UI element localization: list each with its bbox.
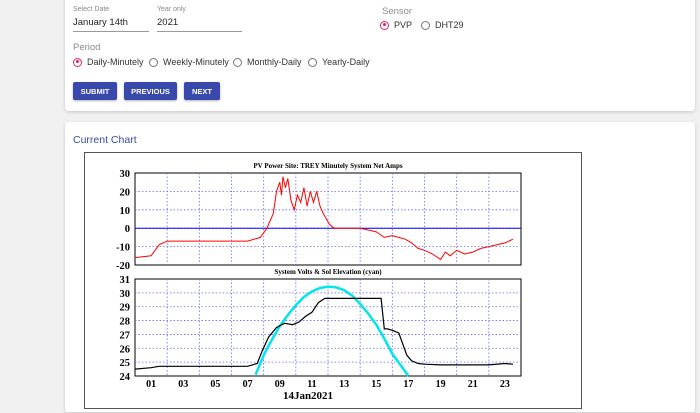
sensor-radio-dht29[interactable]: DHT29 [421,20,464,30]
x-tick-label: 03 [178,379,188,390]
period-label: Period [73,42,101,53]
year-input[interactable]: 2021 [157,17,179,28]
chart-image: 30 20 10 0 -10 -20 PV Power Site: TREY Minutel… [84,152,582,409]
x-tick-label: 17 [403,379,413,390]
date-label: Select Date [73,6,110,13]
x-tick-label: 01 [146,379,156,390]
y-tick-label: 31 [120,275,131,286]
y-tick-label: -10 [116,243,130,254]
y-tick-label: 25 [120,358,131,369]
previous-button[interactable]: PREVIOUS [124,82,177,100]
year-input-underline [157,31,242,32]
period-radio-label: Weekly-Minutely [163,57,229,67]
net-amps-series-line [134,176,514,261]
x-tick-label: 09 [275,379,285,390]
x-axis-label: 14Jan2021 [283,390,333,402]
y-tick-label: 30 [120,289,131,300]
period-radio-monthly-daily[interactable]: Monthly-Daily [233,57,302,67]
sensor-radio-label: PVP [394,20,413,30]
x-tick-label: 21 [468,379,478,390]
next-button[interactable]: NEXT [184,82,220,100]
x-tick-label: 13 [339,379,349,390]
radio-unchecked-icon [308,57,317,67]
y-tick-label: 26 [120,344,131,355]
y-tick-label: 24 [120,372,131,383]
x-tick-label: 19 [436,379,446,390]
x-tick-label: 07 [243,379,253,390]
period-radio-label: Yearly-Daily [322,57,370,67]
x-tick-label: 23 [500,379,510,390]
system-volts-series-line [134,297,514,370]
year-label: Year only [157,6,186,13]
date-input-underline [73,31,149,32]
sol-elevation-series-line [254,285,410,377]
current-chart-title: Current Chart [73,134,137,146]
y-tick-label: 28 [120,317,131,328]
x-tick-label: 11 [307,379,316,390]
radio-unchecked-icon [233,57,242,67]
period-radio-daily-minutely[interactable]: Daily-Minutely [73,57,144,67]
sensor-radio-label: DHT29 [435,20,464,30]
period-radio-label: Daily-Minutely [87,57,144,67]
chart-svg: 30 20 10 0 -10 -20 PV Power Site: TREY Minutel… [116,162,522,402]
y-tick-label: 0 [125,224,130,235]
sensor-radio-pvp[interactable]: PVP [380,20,412,30]
sensor-label: Sensor [382,6,413,17]
y-tick-label: 30 [120,169,131,180]
date-input[interactable]: January 14th [73,17,128,28]
radio-checked-icon [380,20,389,30]
y-tick-label: 29 [120,303,131,314]
period-radio-yearly-daily[interactable]: Yearly-Daily [308,57,370,67]
y-tick-label: 27 [120,330,131,341]
chart-title: System Volts & Sol Elevation (cyan) [274,268,382,276]
y-tick-label: -20 [116,261,130,272]
radio-unchecked-icon [421,20,430,30]
chart-title: PV Power Site: TREY Minutely System Net … [253,162,403,170]
period-radio-label: Monthly-Daily [247,57,302,67]
radio-checked-icon [73,57,82,67]
y-tick-label: 10 [120,206,131,217]
y-tick-label: 20 [120,187,131,198]
x-tick-label: 05 [210,379,220,390]
controls-card: Select Date January 14th Year only 2021 … [65,0,695,111]
radio-unchecked-icon [149,57,158,67]
period-radio-weekly-minutely[interactable]: Weekly-Minutely [149,57,229,67]
submit-button[interactable]: SUBMIT [73,82,117,100]
x-tick-label: 15 [371,379,381,390]
